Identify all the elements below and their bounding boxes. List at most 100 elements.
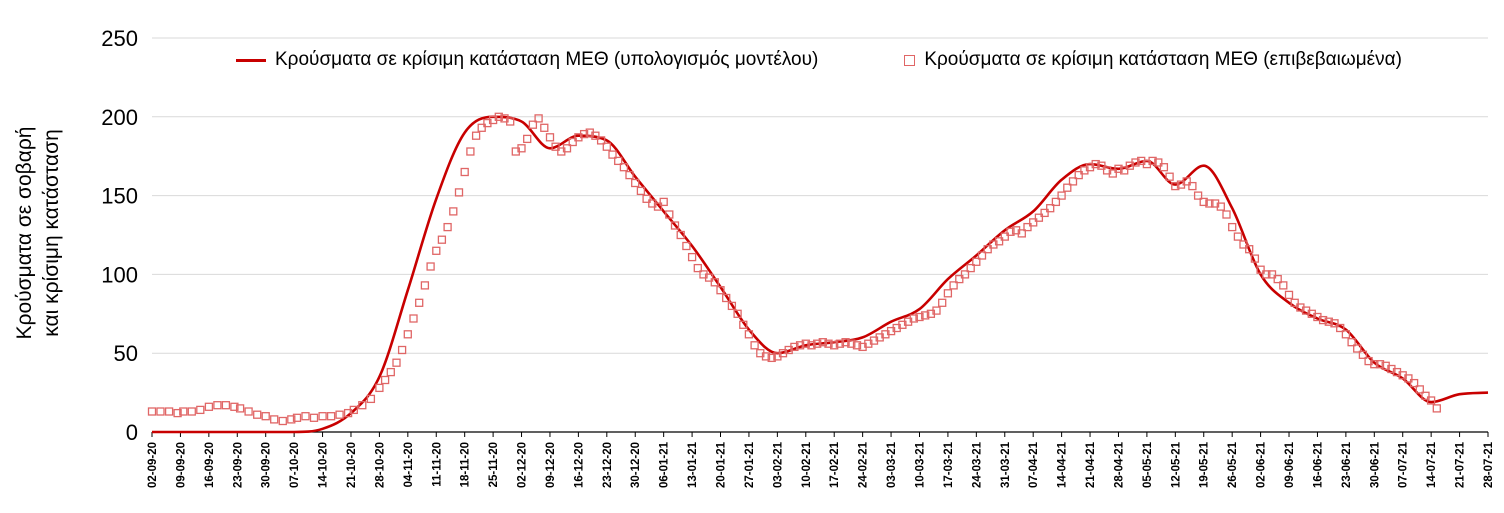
y-tick-label: 150 — [101, 184, 138, 209]
x-tick-label: 09-09-20 — [175, 442, 187, 488]
confirmed-marker — [915, 312, 924, 322]
confirmed-marker — [449, 207, 458, 216]
confirmed-marker — [631, 178, 640, 188]
x-tick-label: 21-04-21 — [1085, 441, 1097, 488]
confirmed-marker — [983, 245, 992, 254]
confirmed-marker — [1336, 323, 1345, 333]
confirmed-marker — [1324, 317, 1333, 326]
confirmed-marker — [230, 402, 239, 411]
confirmed-marker — [960, 270, 970, 279]
confirmed-marker — [1233, 232, 1243, 241]
confirmed-marker — [614, 156, 623, 166]
confirmed-marker — [596, 136, 606, 145]
confirmed-marker — [326, 412, 336, 421]
x-tick-label: 21-07-21 — [1455, 441, 1467, 488]
x-tick-label: 31-03-21 — [1000, 441, 1012, 488]
x-tick-label: 14-10-20 — [318, 442, 330, 488]
confirmed-marker — [460, 167, 469, 177]
confirmed-marker — [454, 188, 464, 197]
confirmed-marker — [1267, 270, 1277, 279]
x-tick-label: 07-10-20 — [289, 442, 301, 488]
confirmed-marker — [261, 412, 270, 421]
confirmed-marker — [801, 339, 810, 348]
confirmed-marker — [1426, 396, 1436, 405]
confirmed-marker — [1040, 208, 1049, 218]
confirmed-marker — [443, 222, 452, 232]
confirmed-marker — [795, 341, 805, 350]
confirmed-marker — [204, 402, 214, 411]
confirmed-marker — [932, 306, 941, 315]
confirmed-marker — [403, 330, 412, 339]
confirmed-marker — [1245, 245, 1254, 254]
confirmed-marker — [1279, 281, 1288, 290]
confirmed-marker — [528, 120, 538, 129]
confirmed-marker — [1006, 227, 1015, 236]
confirmed-marker — [164, 407, 174, 416]
model-line-swatch-icon — [236, 58, 266, 62]
confirmed-marker — [187, 407, 196, 416]
x-tick-label: 18-11-20 — [460, 442, 472, 487]
x-tick-label: 25-11-20 — [488, 442, 500, 487]
x-tick-label: 10-03-21 — [915, 441, 927, 488]
confirmed-marker — [471, 131, 481, 140]
confirmed-marker — [1273, 274, 1282, 284]
confirmed-marker — [687, 252, 697, 262]
confirmed-marker — [523, 134, 532, 144]
confirmed-marker — [318, 412, 327, 421]
confirmed-marker — [426, 262, 435, 271]
confirmed-marker — [397, 345, 407, 355]
confirmed-marker — [1193, 191, 1203, 200]
confirmed-marker — [292, 413, 302, 422]
confirmed-marker — [349, 405, 358, 415]
legend-label-model: Κρούσματα σε κρίσιμη κατάσταση ΜΕΘ (υπολ… — [275, 49, 819, 70]
confirmed-marker — [619, 163, 629, 172]
confirmed-marker — [727, 301, 737, 311]
x-tick-label: 27-01-21 — [744, 441, 756, 488]
x-tick-label: 09-06-21 — [1284, 441, 1296, 488]
confirmed-marker — [1114, 164, 1123, 173]
confirmed-marker — [1154, 158, 1163, 167]
confirmed-marker — [301, 412, 310, 421]
x-tick-label: 16-09-20 — [204, 442, 216, 488]
confirmed-marker — [1404, 374, 1413, 383]
x-tick-label: 02-09-20 — [147, 442, 159, 488]
confirmed-marker — [1284, 290, 1294, 300]
confirmed-marker — [824, 339, 833, 348]
confirmed-marker — [380, 375, 390, 385]
confirmed-marker — [921, 311, 930, 320]
confirmed-marker — [270, 415, 279, 424]
confirmed-marker — [579, 129, 589, 139]
confirmed-marker — [287, 415, 296, 424]
y-tick-label: 100 — [101, 262, 138, 287]
confirmed-marker — [761, 352, 771, 361]
confirmed-marker — [1358, 350, 1368, 359]
confirmed-marker — [1228, 222, 1237, 232]
legend-label-confirmed: Κρούσματα σε κρίσιμη κατάσταση ΜΕΘ (επιβ… — [924, 49, 1402, 70]
x-tick-label: 23-12-20 — [602, 442, 614, 488]
confirmed-marker — [909, 314, 918, 323]
confirmed-marker — [807, 341, 816, 350]
confirmed-marker — [591, 131, 600, 140]
confirmed-marker — [1409, 378, 1419, 388]
confirmed-marker — [1171, 181, 1180, 191]
confirmed-marker — [309, 413, 319, 422]
confirmed-marker — [733, 309, 742, 318]
x-tick-label: 09-12-20 — [545, 442, 557, 488]
x-tick-label: 14-07-21 — [1426, 441, 1438, 488]
confirmed-marker — [358, 401, 367, 410]
confirmed-marker — [1182, 177, 1191, 186]
confirmed-marker — [642, 194, 651, 203]
confirmed-marker — [676, 230, 685, 240]
x-tick-label: 07-04-21 — [1028, 441, 1040, 488]
y-tick-label: 250 — [101, 26, 138, 51]
confirmed-marker — [1023, 222, 1032, 232]
confirmed-marker — [1046, 204, 1055, 213]
confirmed-marker — [1017, 229, 1026, 238]
confirmed-marker — [659, 197, 668, 207]
x-tick-label: 30-12-20 — [630, 442, 642, 488]
confirmed-marker — [517, 144, 526, 153]
confirmed-marker — [693, 263, 702, 273]
confirmed-marker — [432, 246, 441, 255]
y-tick-label: 0 — [126, 420, 138, 445]
confirmed-marker — [949, 281, 958, 290]
